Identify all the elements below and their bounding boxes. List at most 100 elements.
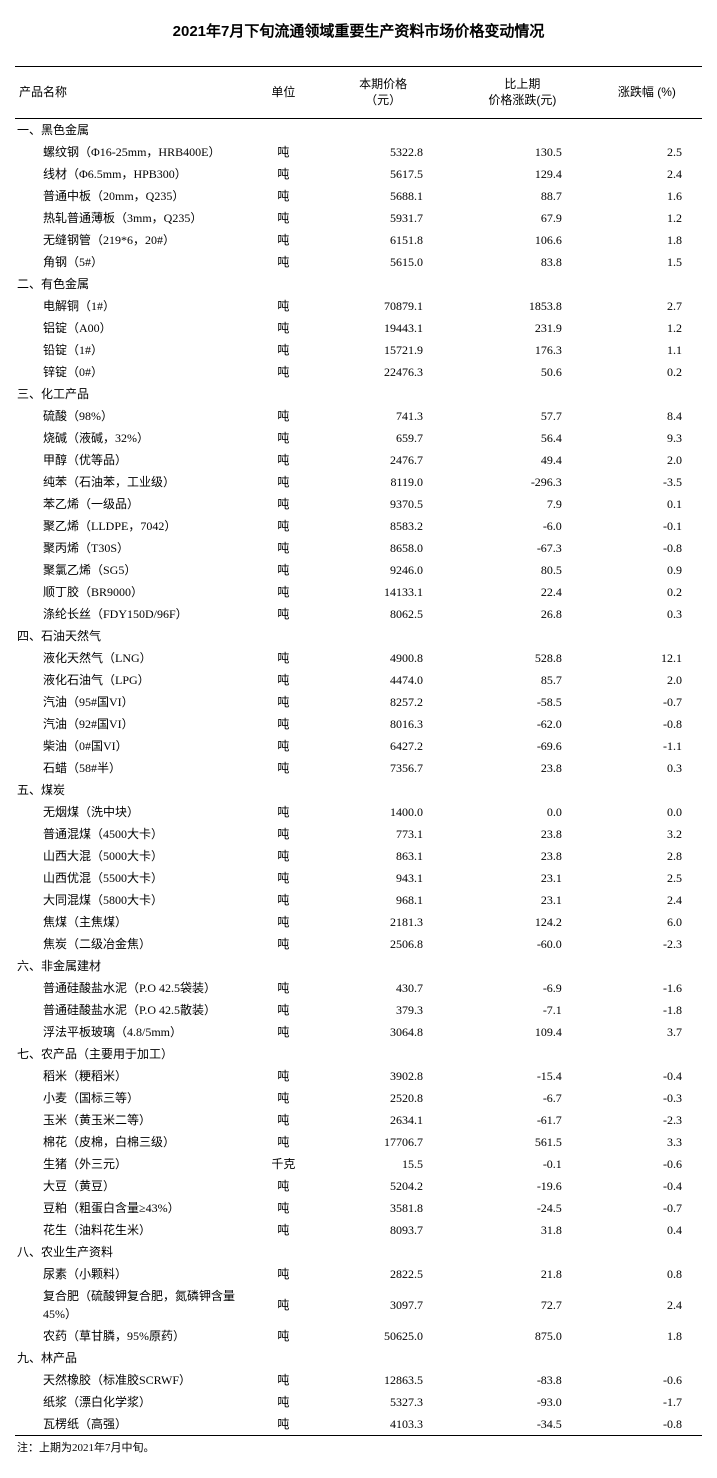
cell-pct: -0.3 — [592, 1087, 702, 1109]
cell-pct: 1.8 — [592, 1325, 702, 1347]
cell-unit: 吨 — [254, 691, 314, 713]
cell-name: 汽油（92#国VI） — [15, 713, 254, 735]
cell-name: 山西优混（5500大卡） — [15, 867, 254, 889]
cell-unit: 吨 — [254, 889, 314, 911]
cell-change: 561.5 — [453, 1131, 592, 1153]
cell-name: 烧碱（液碱，32%） — [15, 427, 254, 449]
cell-price: 3064.8 — [313, 1021, 453, 1043]
cell-pct: -0.7 — [592, 1197, 702, 1219]
cell-unit: 吨 — [254, 933, 314, 955]
cell-price: 2181.3 — [313, 911, 453, 933]
table-row: 玉米（黄玉米二等）吨2634.1-61.7-2.3 — [15, 1109, 702, 1131]
cell-unit: 吨 — [254, 669, 314, 691]
cell-unit: 吨 — [254, 1131, 314, 1153]
table-row: 顺丁胶（BR9000）吨14133.122.40.2 — [15, 581, 702, 603]
table-row: 无缝钢管（219*6，20#）吨6151.8106.61.8 — [15, 229, 702, 251]
cell-unit: 吨 — [254, 1369, 314, 1391]
cell-pct: 0.0 — [592, 801, 702, 823]
cell-change: 31.8 — [453, 1219, 592, 1241]
cell-change: 85.7 — [453, 669, 592, 691]
table-row: 山西优混（5500大卡）吨943.123.12.5 — [15, 867, 702, 889]
table-row: 瓦楞纸（高强）吨4103.3-34.5-0.8 — [15, 1413, 702, 1436]
table-row: 尿素（小颗料）吨2822.521.80.8 — [15, 1263, 702, 1285]
cell-unit: 吨 — [254, 1087, 314, 1109]
cell-pct: 2.4 — [592, 889, 702, 911]
cell-change: -15.4 — [453, 1065, 592, 1087]
cell-price: 15.5 — [313, 1153, 453, 1175]
table-row: 大豆（黄豆）吨5204.2-19.6-0.4 — [15, 1175, 702, 1197]
cell-price: 5204.2 — [313, 1175, 453, 1197]
cell-unit: 吨 — [254, 427, 314, 449]
cell-pct: 2.4 — [592, 1285, 702, 1325]
table-row: 生猪（外三元）千克15.5-0.1-0.6 — [15, 1153, 702, 1175]
cell-unit: 吨 — [254, 1263, 314, 1285]
cell-change: -296.3 — [453, 471, 592, 493]
cell-name: 铝锭（A00） — [15, 317, 254, 339]
cell-pct: 2.7 — [592, 295, 702, 317]
cell-unit: 吨 — [254, 185, 314, 207]
cell-unit: 吨 — [254, 493, 314, 515]
table-row: 聚乙烯（LLDPE，7042）吨8583.2-6.0-0.1 — [15, 515, 702, 537]
table-row: 甲醇（优等品）吨2476.749.42.0 — [15, 449, 702, 471]
cell-name: 硫酸（98%） — [15, 405, 254, 427]
table-row: 花生（油料花生米）吨8093.731.80.4 — [15, 1219, 702, 1241]
cell-pct: -2.3 — [592, 933, 702, 955]
section-header: 三、化工产品 — [15, 383, 702, 405]
cell-price: 2634.1 — [313, 1109, 453, 1131]
cell-change: -83.8 — [453, 1369, 592, 1391]
cell-unit: 千克 — [254, 1153, 314, 1175]
cell-name: 液化天然气（LNG） — [15, 647, 254, 669]
cell-name: 角钢（5#） — [15, 251, 254, 273]
cell-price: 5688.1 — [313, 185, 453, 207]
cell-change: 23.8 — [453, 823, 592, 845]
table-row: 螺纹钢（Φ16-25mm，HRB400E）吨5322.8130.52.5 — [15, 141, 702, 163]
cell-pct: 3.7 — [592, 1021, 702, 1043]
cell-unit: 吨 — [254, 1413, 314, 1436]
section-header-row: 六、非金属建材 — [15, 955, 702, 977]
cell-price: 968.1 — [313, 889, 453, 911]
cell-pct: -1.8 — [592, 999, 702, 1021]
cell-change: 88.7 — [453, 185, 592, 207]
cell-unit: 吨 — [254, 999, 314, 1021]
cell-price: 17706.7 — [313, 1131, 453, 1153]
table-row: 铝锭（A00）吨19443.1231.91.2 — [15, 317, 702, 339]
cell-unit: 吨 — [254, 1325, 314, 1347]
cell-change: 7.9 — [453, 493, 592, 515]
cell-change: -6.7 — [453, 1087, 592, 1109]
cell-pct: 8.4 — [592, 405, 702, 427]
cell-change: 124.2 — [453, 911, 592, 933]
cell-unit: 吨 — [254, 1109, 314, 1131]
table-row: 豆粕（粗蛋白含量≥43%）吨3581.8-24.5-0.7 — [15, 1197, 702, 1219]
cell-change: 875.0 — [453, 1325, 592, 1347]
cell-unit: 吨 — [254, 845, 314, 867]
cell-price: 2520.8 — [313, 1087, 453, 1109]
cell-pct: 0.9 — [592, 559, 702, 581]
header-price: 本期价格 （元） — [313, 67, 453, 119]
cell-pct: -0.1 — [592, 515, 702, 537]
cell-name: 聚氯乙烯（SG5） — [15, 559, 254, 581]
cell-unit: 吨 — [254, 405, 314, 427]
cell-price: 3902.8 — [313, 1065, 453, 1087]
table-row: 角钢（5#）吨5615.083.81.5 — [15, 251, 702, 273]
cell-pct: 0.3 — [592, 757, 702, 779]
cell-change: 528.8 — [453, 647, 592, 669]
cell-price: 5617.5 — [313, 163, 453, 185]
cell-price: 8257.2 — [313, 691, 453, 713]
cell-price: 5615.0 — [313, 251, 453, 273]
table-row: 热轧普通薄板（3mm，Q235）吨5931.767.91.2 — [15, 207, 702, 229]
cell-pct: 9.3 — [592, 427, 702, 449]
cell-price: 8658.0 — [313, 537, 453, 559]
table-row: 棉花（皮棉，白棉三级）吨17706.7561.53.3 — [15, 1131, 702, 1153]
cell-change: 67.9 — [453, 207, 592, 229]
header-unit: 单位 — [254, 67, 314, 119]
cell-pct: 2.0 — [592, 449, 702, 471]
table-row: 聚氯乙烯（SG5）吨9246.080.50.9 — [15, 559, 702, 581]
cell-pct: 0.3 — [592, 603, 702, 625]
cell-pct: -2.3 — [592, 1109, 702, 1131]
cell-name: 普通混煤（4500大卡） — [15, 823, 254, 845]
table-row: 锌锭（0#）吨22476.350.60.2 — [15, 361, 702, 383]
price-table: 产品名称 单位 本期价格 （元） 比上期 价格涨跌(元) 涨跌幅 (%) 一、黑… — [15, 66, 702, 1436]
cell-pct: -0.8 — [592, 1413, 702, 1436]
section-header: 四、石油天然气 — [15, 625, 702, 647]
section-header-row: 一、黑色金属 — [15, 119, 702, 142]
